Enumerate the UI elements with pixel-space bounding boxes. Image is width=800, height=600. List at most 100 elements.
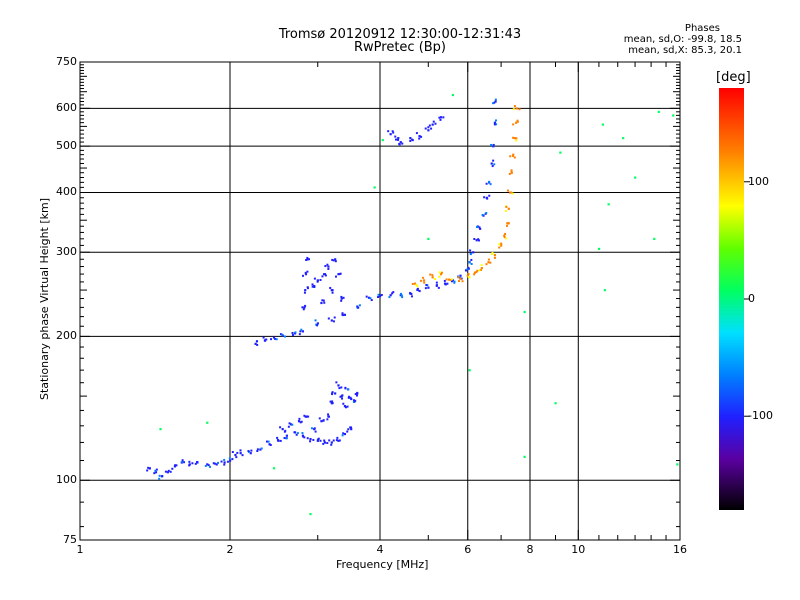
data-point [335,381,338,384]
data-point [322,419,325,422]
data-point [427,237,430,241]
data-point [512,154,515,157]
data-point [213,462,216,465]
data-point [323,273,327,276]
data-point [326,442,329,445]
data-point [343,313,347,316]
data-point [431,123,434,126]
data-point [304,289,307,292]
data-point [302,435,305,438]
data-point [512,153,515,156]
data-point [466,274,469,277]
data-point [438,271,441,274]
data-point [508,172,511,175]
data-point [207,464,210,467]
data-point [512,136,515,139]
data-point [459,274,462,277]
data-point [330,441,333,444]
data-point [511,192,514,195]
data-point [515,121,518,124]
data-point [347,428,350,431]
data-point [470,258,473,261]
data-point [268,443,271,446]
x-tick-label: 8 [526,543,534,556]
data-point [166,471,169,474]
data-point [676,463,679,466]
x-tick-label: 16 [673,543,687,556]
data-point [312,438,315,441]
data-point [500,244,503,247]
data-point [236,451,239,454]
data-point [513,137,516,140]
data-point [418,135,421,138]
data-point [191,462,194,465]
data-point [399,141,402,144]
data-point [285,437,288,440]
data-point [494,100,497,103]
data-point [297,420,301,423]
data-point [154,469,157,472]
data-point [469,249,472,252]
data-point [477,239,480,242]
data-point [256,343,259,346]
data-point [350,428,353,431]
data-point [339,395,342,398]
data-point [492,145,495,148]
data-point [352,400,355,403]
data-point [295,433,298,436]
data-point [488,194,491,197]
data-point [398,142,401,145]
data-point [326,418,329,421]
data-point [509,155,512,158]
data-point [512,108,515,111]
data-point [337,384,340,387]
data-point [316,324,319,327]
data-point [438,116,441,119]
data-point [424,127,427,130]
data-point [301,274,304,277]
data-point [352,399,355,402]
data-point [357,306,360,309]
data-point [260,447,263,450]
data-point [381,139,384,142]
data-point [401,142,404,145]
data-point [634,176,637,179]
data-point [510,191,513,194]
data-point [342,432,345,435]
x-tick-label: 1 [76,543,84,556]
data-point [512,123,515,126]
data-point [281,333,284,336]
data-point [510,170,513,173]
data-point [488,180,491,183]
data-point [505,237,508,240]
chart-title: Tromsø 20120912 12:30:00-12:31:43 [278,27,522,42]
data-point [410,295,413,298]
data-point [370,299,373,302]
data-point [477,238,480,241]
data-point [281,428,284,431]
data-point [256,340,259,343]
data-point [350,397,353,401]
data-point [470,262,473,265]
data-point [279,333,282,336]
data-point [494,119,497,122]
data-point [493,163,496,166]
data-point [313,277,316,280]
data-point [338,439,341,442]
data-point [331,393,334,396]
data-point [212,462,215,465]
data-point [259,448,262,451]
data-point [283,437,286,440]
data-point [346,430,349,433]
data-point [413,282,417,285]
data-point [341,394,344,397]
data-point [505,205,508,208]
data-point [479,227,482,230]
data-point [603,289,606,292]
data-point [473,273,476,276]
data-point [300,420,303,423]
data-point [302,308,305,311]
data-point [311,283,314,286]
data-point [267,440,270,443]
data-point [305,415,308,418]
